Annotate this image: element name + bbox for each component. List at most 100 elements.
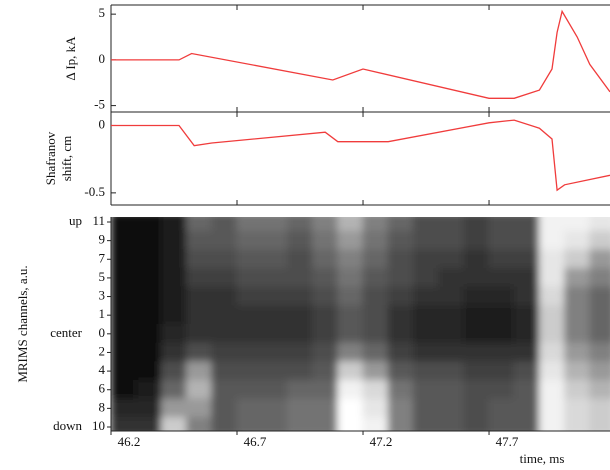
heatmap-cell [160,398,188,419]
heatmap-cell [387,286,414,307]
heatmap-cell [337,286,364,307]
heatmap-cell [438,230,465,251]
heatmap-cell [564,342,591,363]
heatmap-cell [261,417,288,431]
heatmap-cell [513,342,540,363]
heatmap-cell [286,268,314,288]
heatmap-cell [564,324,591,344]
heatmap-cell [211,417,238,431]
heatmap-cells [111,217,610,431]
heatmap-cell [337,268,364,288]
heatmap-cell [387,379,414,400]
heatmap-cell [538,249,566,270]
heatmap-cell [111,398,137,419]
heatmap-cell [236,286,263,307]
heatmap-cell [513,286,540,307]
heatmap-cell [236,398,263,419]
y-tick-label: 3 [99,288,106,303]
heatmap-cell [261,249,288,270]
heatmap-cell [236,417,263,431]
heatmap-cell [589,417,610,431]
y-tick-label: 9 [99,232,106,247]
heatmap-cell [160,249,188,270]
heatmap-cell [111,217,137,232]
heatmap-cell [564,417,591,431]
heatmap-cell [312,417,339,431]
heatmap-cell [337,379,364,400]
heatmap-cell [564,249,591,270]
data-line [111,9,610,99]
heatmap-cell [312,305,339,325]
heatmap-cell [538,398,566,419]
heatmap-cell [211,230,238,251]
heatmap-cell [362,379,389,400]
heatmap-cell [538,324,566,344]
heatmap-cell [160,417,188,431]
heatmap-cell [186,249,213,270]
heatmap-cell [211,324,238,344]
heatmap-cell [412,230,440,251]
y-tick-label: 10 [92,418,105,433]
heatmap-cell [412,217,440,232]
heatmap-cell [160,342,188,363]
heatmap-cell [286,379,314,400]
heatmap-cell [438,361,465,381]
y-group-label: up [69,213,82,228]
y-tick-label: 4 [99,362,106,377]
heatmap-cell [286,230,314,251]
heatmap-cell [211,217,238,232]
heatmap-cell [589,230,610,251]
heatmap-cell [564,398,591,419]
heatmap-cell [111,324,137,344]
heatmap-cell [312,361,339,381]
heatmap-cell [286,398,314,419]
heatmap-cell [211,398,238,419]
heatmap-cell [286,217,314,232]
heatmap-cell [135,398,162,419]
y-tick-label: 1 [99,306,106,321]
heatmap-cell [135,268,162,288]
heatmap-cell [362,249,389,270]
heatmap-cell [211,268,238,288]
heatmap-cell [261,230,288,251]
heatmap-cell [513,230,540,251]
heatmap-cell [412,398,440,419]
heatmap-cell [589,268,610,288]
heatmap-cell [111,361,137,381]
y-tick-label: 0 [99,325,106,340]
y-group-label: down [53,418,82,433]
heatmap-cell [160,217,188,232]
heatmap-cell [211,305,238,325]
y-axis-label: MRIMS channels, a.u. [15,265,30,382]
heatmap-cell [160,286,188,307]
heatmap-cell [463,217,490,232]
heatmap-cell [463,361,490,381]
heatmap-cell [135,417,162,431]
heatmap-cell [488,286,515,307]
heatmap-cell [312,398,339,419]
heatmap-cell [111,286,137,307]
heatmap-cell [488,230,515,251]
heatmap-cell [312,268,339,288]
heatmap-cell [337,342,364,363]
heatmap-cell [211,249,238,270]
heatmap-cell [513,361,540,381]
heatmap-cell [564,217,591,232]
heatmap-cell [387,230,414,251]
heatmap-cell [186,342,213,363]
heatmap-cell [135,342,162,363]
heatmap-cell [312,379,339,400]
heatmap-cell [135,361,162,381]
heatmap-cell [412,305,440,325]
heatmap-cell [488,324,515,344]
heatmap-cell [488,305,515,325]
heatmap-cell [186,361,213,381]
heatmap-cell [412,342,440,363]
heatmap-cell [438,305,465,325]
heatmap-cell [488,379,515,400]
heatmap-cell [564,286,591,307]
heatmap-cell [463,268,490,288]
heatmap-cell [412,324,440,344]
heatmap-cell [564,305,591,325]
heatmap-cell [438,217,465,232]
